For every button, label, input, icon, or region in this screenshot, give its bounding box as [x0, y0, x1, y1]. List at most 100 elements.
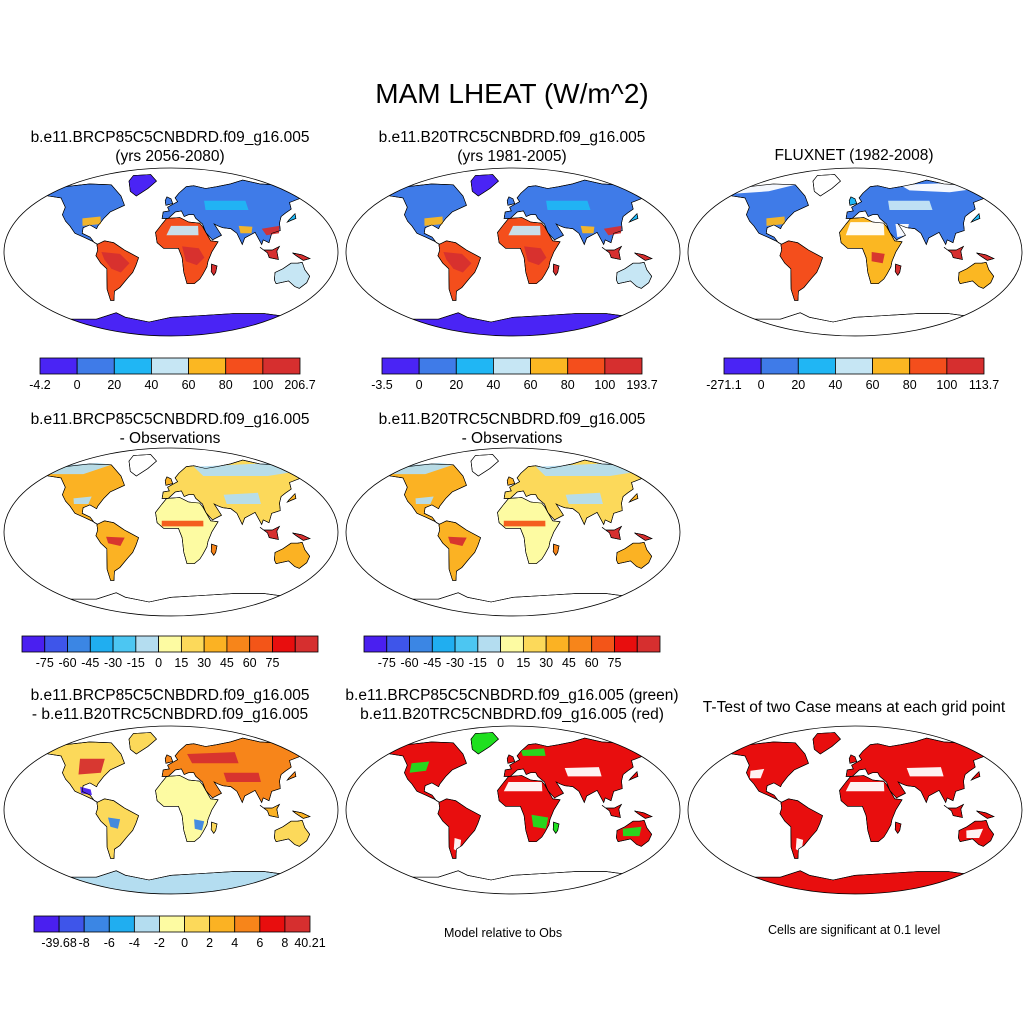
colorbar-tick-label: 15 — [516, 656, 530, 670]
coastline-eurasia — [845, 179, 994, 246]
field-patch — [166, 225, 199, 236]
panel-5-title: b.e11.B20TRC5CNBDRD.f09_g16.005 - Observ… — [342, 410, 682, 448]
colorbar-tick-label: -75 — [378, 656, 396, 670]
coastline-australia — [274, 819, 311, 847]
coastline-uk — [848, 754, 858, 764]
coastline-samerica — [779, 798, 823, 859]
coastline-australia — [616, 541, 653, 569]
field-patch — [503, 520, 546, 527]
coastline-australia — [616, 819, 653, 847]
colorbar-tick-label: 30 — [539, 656, 553, 670]
panel-3-title: FLUXNET (1982-2008) — [684, 146, 1024, 165]
colorbar-tick-label: 0 — [74, 378, 81, 392]
colorbar-tick-label: 100 — [936, 378, 957, 392]
field-patch — [204, 200, 249, 210]
colorbar-tick-label: -75 — [36, 656, 54, 670]
coastline-eurasia — [503, 179, 652, 246]
field-patch — [166, 783, 199, 794]
coastline-greenland — [128, 454, 157, 477]
field-patch — [845, 782, 885, 792]
colorbar-tick-label: 45 — [562, 656, 576, 670]
field-patch — [223, 772, 261, 782]
colorbar-tick-label: 100 — [252, 378, 273, 392]
colorbar-tick-label: -45 — [81, 656, 99, 670]
panel-8-title-line1: b.e11.BRCP85C5CNBDRD.f09_g16.005 (green) — [345, 687, 679, 704]
coastline-japan — [286, 213, 297, 223]
coastline-namerica — [39, 463, 125, 525]
colorbar-tick-label: 0 — [155, 656, 162, 670]
field-patch — [622, 826, 642, 837]
panel-7-title-line1: b.e11.BRCP85C5CNBDRD.f09_g16.005 — [30, 687, 310, 704]
colorbar-tick-label: -30 — [104, 656, 122, 670]
field-patch — [448, 536, 467, 546]
colorbar-tick-label: 15 — [174, 656, 188, 670]
colorbar-tick-label: 2 — [206, 936, 213, 950]
coastline-madagascar — [894, 263, 902, 276]
colorbar-tick-label: 20 — [791, 378, 805, 392]
coastline-newguinea — [634, 252, 653, 261]
map-border — [687, 725, 1023, 895]
field-patch — [161, 502, 201, 514]
coastline-newguinea — [292, 810, 311, 819]
colorbar-box — [33, 915, 60, 933]
coastline-uk — [848, 196, 858, 206]
field-patch — [238, 225, 253, 234]
field-patch — [503, 782, 543, 792]
panel-1-title: b.e11.BRCP85C5CNBDRD.f09_g16.005 (yrs 20… — [0, 128, 340, 166]
coastline-indonesia — [601, 803, 623, 818]
map-border — [3, 167, 339, 337]
colorbar-tick-label: 206.7 — [284, 378, 315, 392]
field-patch — [508, 225, 541, 236]
map-border — [3, 447, 339, 617]
coastline-newguinea — [292, 252, 311, 261]
colorbar-tick-label: 0 — [416, 378, 423, 392]
coastline-japan — [286, 771, 297, 781]
coastline-madagascar — [894, 821, 902, 834]
coastline-indonesia — [259, 803, 281, 818]
coastline-namerica — [39, 741, 125, 803]
field-patch — [261, 225, 280, 236]
colorbar-box — [108, 915, 135, 933]
coastline-samerica — [437, 240, 481, 301]
colorbar-tick-label: -15 — [469, 656, 487, 670]
coastline-indonesia — [259, 525, 281, 540]
coastline-africa — [839, 775, 903, 842]
colorbar-box — [946, 357, 985, 375]
map-border — [345, 447, 681, 617]
colorbar-tick-label: 40 — [828, 378, 842, 392]
colorbar-tick-label: 100 — [594, 378, 615, 392]
coastline-samerica — [95, 798, 139, 859]
coastline-madagascar — [210, 263, 218, 276]
panel-4-title-line1: b.e11.BRCP85C5CNBDRD.f09_g16.005 — [30, 411, 310, 428]
field-patch — [906, 767, 944, 777]
panel-7-title: b.e11.BRCP85C5CNBDRD.f09_g16.005 - b.e11… — [0, 686, 340, 724]
coastline-madagascar — [552, 543, 560, 556]
coastline-greenland — [812, 732, 841, 755]
field-patch — [187, 752, 239, 764]
coastline-namerica — [39, 183, 125, 245]
field-patch — [966, 828, 984, 838]
field-patch — [78, 758, 105, 775]
coastline-africa — [497, 217, 561, 284]
map-panel-4 — [3, 447, 339, 617]
colorbar-tick-label: 6 — [256, 936, 263, 950]
coastline-eurasia — [161, 459, 310, 526]
map-panel-7 — [3, 725, 339, 895]
field-patch — [101, 252, 130, 273]
field-patch — [565, 492, 603, 504]
coastline-uk — [164, 196, 174, 206]
coastline-samerica — [95, 520, 139, 581]
field-patch — [443, 252, 472, 273]
field-patch — [424, 216, 443, 226]
coastline-uk — [506, 476, 516, 486]
field-patch — [546, 200, 591, 210]
colorbar-tick-label: -30 — [446, 656, 464, 670]
coastline-madagascar — [210, 543, 218, 556]
colorbar-tick-label: 8 — [281, 936, 288, 950]
map-panel-2 — [345, 167, 681, 337]
coastline-greenland — [470, 174, 499, 197]
colorbar-tick-label: 75 — [608, 656, 622, 670]
